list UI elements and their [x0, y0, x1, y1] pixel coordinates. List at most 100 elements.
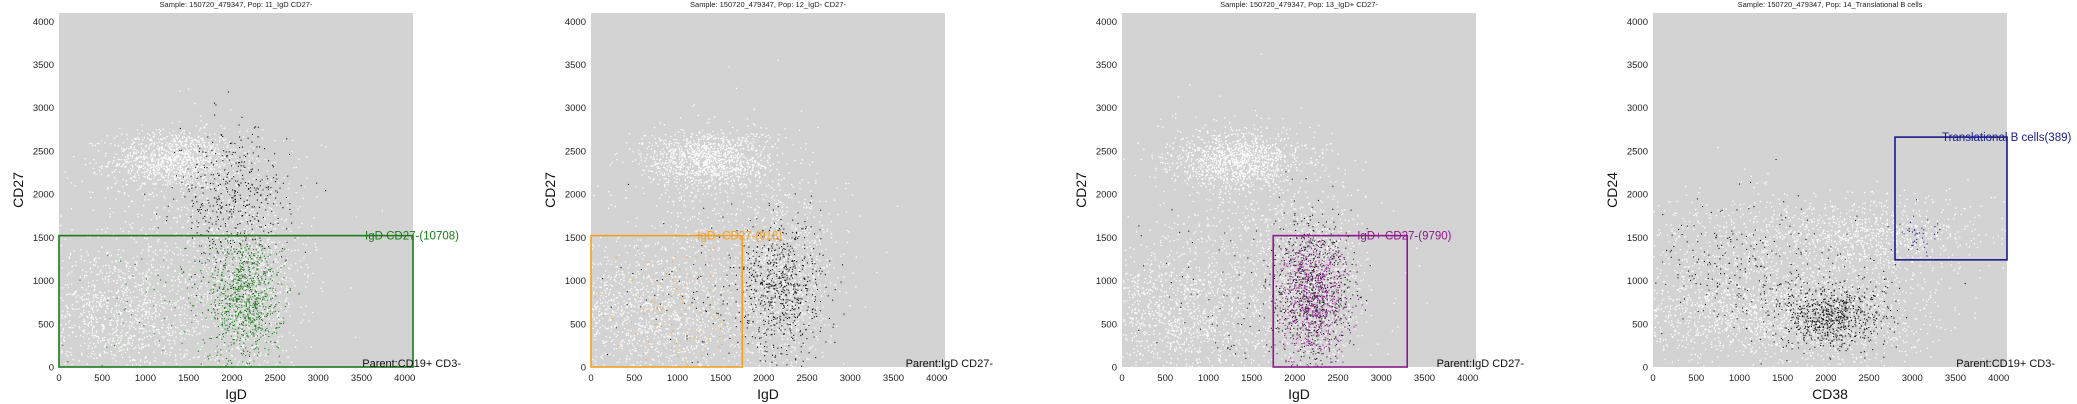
event-dot	[256, 269, 258, 271]
event-dot	[117, 145, 119, 147]
event-dot	[237, 319, 240, 321]
event-dot	[84, 323, 86, 325]
event-dot	[171, 346, 173, 349]
event-dot	[252, 231, 254, 233]
event-dot	[89, 268, 91, 270]
event-dot	[74, 293, 76, 296]
event-dot	[230, 340, 232, 342]
event-dot	[129, 154, 131, 157]
event-dot	[63, 336, 65, 339]
event-dot	[244, 276, 246, 278]
event-dot	[188, 295, 190, 297]
event-dot	[267, 271, 269, 273]
event-dot	[150, 260, 152, 262]
event-dot	[232, 246, 234, 248]
event-dot	[88, 332, 90, 334]
event-dot	[247, 259, 249, 261]
event-dot	[107, 163, 109, 165]
event-dot	[231, 287, 233, 289]
event-dot	[210, 145, 212, 148]
event-dot	[247, 314, 249, 316]
event-dot	[213, 161, 215, 163]
event-dot	[239, 251, 241, 253]
event-dot	[71, 283, 73, 285]
event-dot	[233, 161, 235, 164]
event-dot	[235, 278, 237, 280]
event-dot	[260, 326, 262, 328]
event-dot	[261, 287, 263, 289]
event-dot	[141, 130, 143, 132]
event-dot	[175, 157, 177, 160]
event-dot	[288, 291, 291, 293]
event-dot	[222, 312, 224, 314]
event-dot	[283, 140, 285, 142]
event-dot	[128, 342, 130, 344]
event-dot	[143, 323, 145, 325]
event-dot	[152, 251, 154, 253]
event-dot	[195, 326, 197, 329]
event-dot	[171, 280, 173, 282]
event-dot	[221, 163, 223, 166]
event-dot	[277, 261, 279, 263]
event-dot	[119, 191, 121, 193]
event-dot	[121, 345, 123, 348]
event-dot	[104, 197, 107, 199]
event-dot	[218, 226, 221, 228]
gate-rectangle[interactable]	[58, 234, 414, 368]
event-dot	[257, 303, 259, 305]
event-dot	[231, 142, 233, 144]
event-dot	[237, 348, 240, 350]
event-dot	[224, 267, 226, 269]
event-dot	[87, 324, 89, 326]
event-dot	[124, 221, 127, 223]
event-dot	[184, 144, 186, 146]
event-dot	[256, 158, 258, 160]
event-dot	[150, 219, 153, 221]
event-dot	[707, 133, 709, 135]
event-dot	[255, 267, 258, 269]
event-dot	[186, 177, 188, 179]
event-dot	[164, 253, 166, 255]
event-dot	[167, 267, 169, 269]
event-dot	[245, 347, 247, 349]
event-dot	[67, 293, 69, 295]
event-dot	[268, 336, 270, 338]
event-dot	[219, 174, 221, 176]
event-dot	[251, 184, 253, 186]
event-dot	[161, 176, 163, 178]
event-dot	[103, 303, 105, 306]
event-dot	[248, 223, 251, 225]
event-dot	[132, 169, 134, 171]
event-dot	[112, 337, 114, 340]
event-dot	[104, 155, 107, 157]
event-dot	[240, 323, 242, 325]
event-dot	[145, 279, 147, 281]
event-dot	[196, 161, 199, 163]
event-dot	[244, 294, 246, 297]
event-dot	[104, 282, 106, 284]
event-dot	[244, 287, 246, 290]
x-tick-label: 0	[56, 373, 61, 384]
event-dot	[140, 151, 143, 153]
event-dot	[279, 291, 281, 293]
event-dot	[191, 140, 194, 142]
event-dot	[257, 328, 259, 330]
event-dot	[263, 299, 265, 301]
event-dot	[86, 274, 88, 277]
event-dot	[272, 296, 274, 298]
event-dot	[250, 145, 252, 147]
event-dot	[154, 211, 156, 213]
event-dot	[249, 271, 251, 273]
event-dot	[228, 151, 230, 153]
event-dot	[230, 321, 232, 323]
event-dot	[254, 327, 256, 329]
event-dot	[194, 168, 196, 170]
event-dot	[179, 272, 181, 275]
event-dot	[261, 325, 263, 327]
event-dot	[217, 188, 219, 190]
event-dot	[717, 149, 720, 152]
event-dot	[211, 230, 213, 232]
event-dot	[194, 260, 196, 262]
event-dot	[61, 267, 63, 269]
event-dot	[132, 152, 135, 155]
